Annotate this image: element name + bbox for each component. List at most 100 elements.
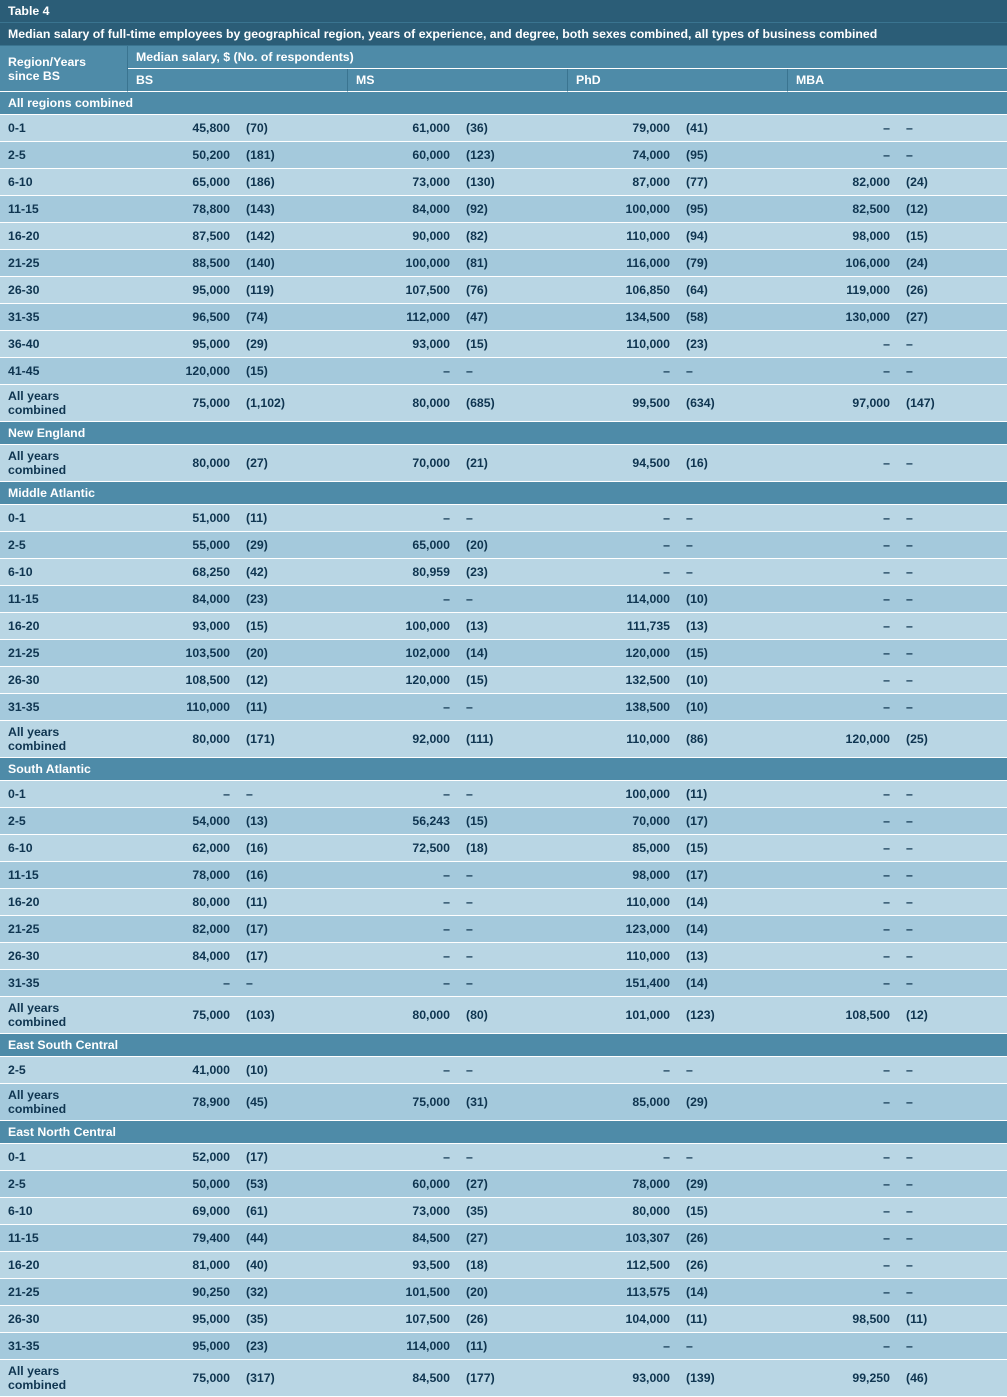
salary-value: 78,000 [128,862,238,889]
respondent-count: (44) [238,1225,293,1252]
salary-value: 75,000 [128,385,238,422]
salary-value: 78,800 [128,196,238,223]
salary-value: 95,000 [128,277,238,304]
table-row: 2-554,000(13)56,243(15)70,000(17)–– [0,808,1007,835]
respondent-count: – [898,613,953,640]
salary-value: 119,000 [788,277,898,304]
row-label: 31-35 [0,1333,128,1360]
row-label: 36-40 [0,331,128,358]
salary-value: 114,000 [568,586,678,613]
salary-value: 102,000 [348,640,458,667]
salary-value: – [348,694,458,721]
salary-value: 55,000 [128,532,238,559]
salary-value: – [348,970,458,997]
respondent-count: (80) [458,997,513,1034]
row-label: 2-5 [0,808,128,835]
salary-value: 54,000 [128,808,238,835]
respondent-count: (29) [678,1084,733,1121]
salary-value: 93,000 [568,1360,678,1397]
salary-value: 82,500 [788,196,898,223]
table-row: 16-2080,000(11)––110,000(14)–– [0,889,1007,916]
respondent-count: (10) [678,586,733,613]
respondent-count: (70) [238,115,293,142]
respondent-count: (31) [458,1084,513,1121]
respondent-count: (35) [238,1306,293,1333]
respondent-count: (143) [238,196,293,223]
table-row: 6-1062,000(16)72,500(18)85,000(15)–– [0,835,1007,862]
respondent-count: (186) [238,169,293,196]
row-label: 16-20 [0,1252,128,1279]
salary-value: 112,000 [348,304,458,331]
respondent-count: (26) [678,1252,733,1279]
respondent-count: (142) [238,223,293,250]
salary-value: – [348,943,458,970]
respondent-count: (27) [238,445,293,482]
respondent-count: (14) [678,1279,733,1306]
salary-value: – [568,358,678,385]
respondent-count: (17) [678,808,733,835]
respondent-count: (140) [238,250,293,277]
salary-value: 68,250 [128,559,238,586]
salary-value: – [788,889,898,916]
respondent-count: – [898,1144,953,1171]
salary-value: 45,800 [128,115,238,142]
respondent-count: (29) [238,331,293,358]
salary-value: 98,500 [788,1306,898,1333]
table-row: 41-45120,000(15)–––––– [0,358,1007,385]
respondent-count: (15) [458,667,513,694]
salary-value: – [128,781,238,808]
salary-value: 82,000 [128,916,238,943]
respondent-count: (1,102) [238,385,293,422]
salary-value: 87,000 [568,169,678,196]
respondent-count: – [898,1279,953,1306]
respondent-count: (27) [898,304,953,331]
respondent-count: – [898,1084,953,1121]
respondent-count: (20) [458,1279,513,1306]
respondent-count: (111) [458,721,513,758]
table-row: 2-541,000(10)–––––– [0,1057,1007,1084]
respondent-count: (76) [458,277,513,304]
salary-value: – [128,970,238,997]
respondent-count: (15) [238,613,293,640]
salary-value: 65,000 [128,169,238,196]
respondent-count: (17) [238,916,293,943]
respondent-count: – [898,640,953,667]
salary-value: 134,500 [568,304,678,331]
respondent-count: (15) [238,358,293,385]
salary-value: 98,000 [568,862,678,889]
table-row: 11-1579,400(44)84,500(27)103,307(26)–– [0,1225,1007,1252]
salary-value: – [788,331,898,358]
salary-value: – [788,559,898,586]
salary-value: – [788,835,898,862]
table-row: 11-1578,800(143)84,000(92)100,000(95)82,… [0,196,1007,223]
salary-value: – [788,115,898,142]
respondent-count: – [898,142,953,169]
salary-value: 111,735 [568,613,678,640]
respondent-count: (58) [678,304,733,331]
salary-value: – [788,1144,898,1171]
salary-value: 100,000 [568,196,678,223]
section-header: South Atlantic [0,758,1007,781]
salary-value: – [568,1057,678,1084]
salary-value: 113,575 [568,1279,678,1306]
respondent-count: (11) [238,889,293,916]
salary-value: 74,000 [568,142,678,169]
salary-value: 80,000 [128,889,238,916]
salary-value: – [568,505,678,532]
salary-value: – [568,1333,678,1360]
respondent-count: (15) [458,331,513,358]
respondent-count: (20) [458,532,513,559]
table-row: All years combined75,000(317)84,500(177)… [0,1360,1007,1397]
salary-value: – [568,1144,678,1171]
salary-value: – [788,781,898,808]
salary-value: 80,000 [348,997,458,1034]
salary-value: 110,000 [128,694,238,721]
salary-value: 75,000 [128,997,238,1034]
respondent-count: (11) [898,1306,953,1333]
salary-value: 65,000 [348,532,458,559]
table-row: 2-550,200(181)60,000(123)74,000(95)–– [0,142,1007,169]
respondent-count: (41) [678,115,733,142]
respondent-count: (14) [458,640,513,667]
respondent-count: (17) [678,862,733,889]
table-row: All years combined80,000(27)70,000(21)94… [0,445,1007,482]
